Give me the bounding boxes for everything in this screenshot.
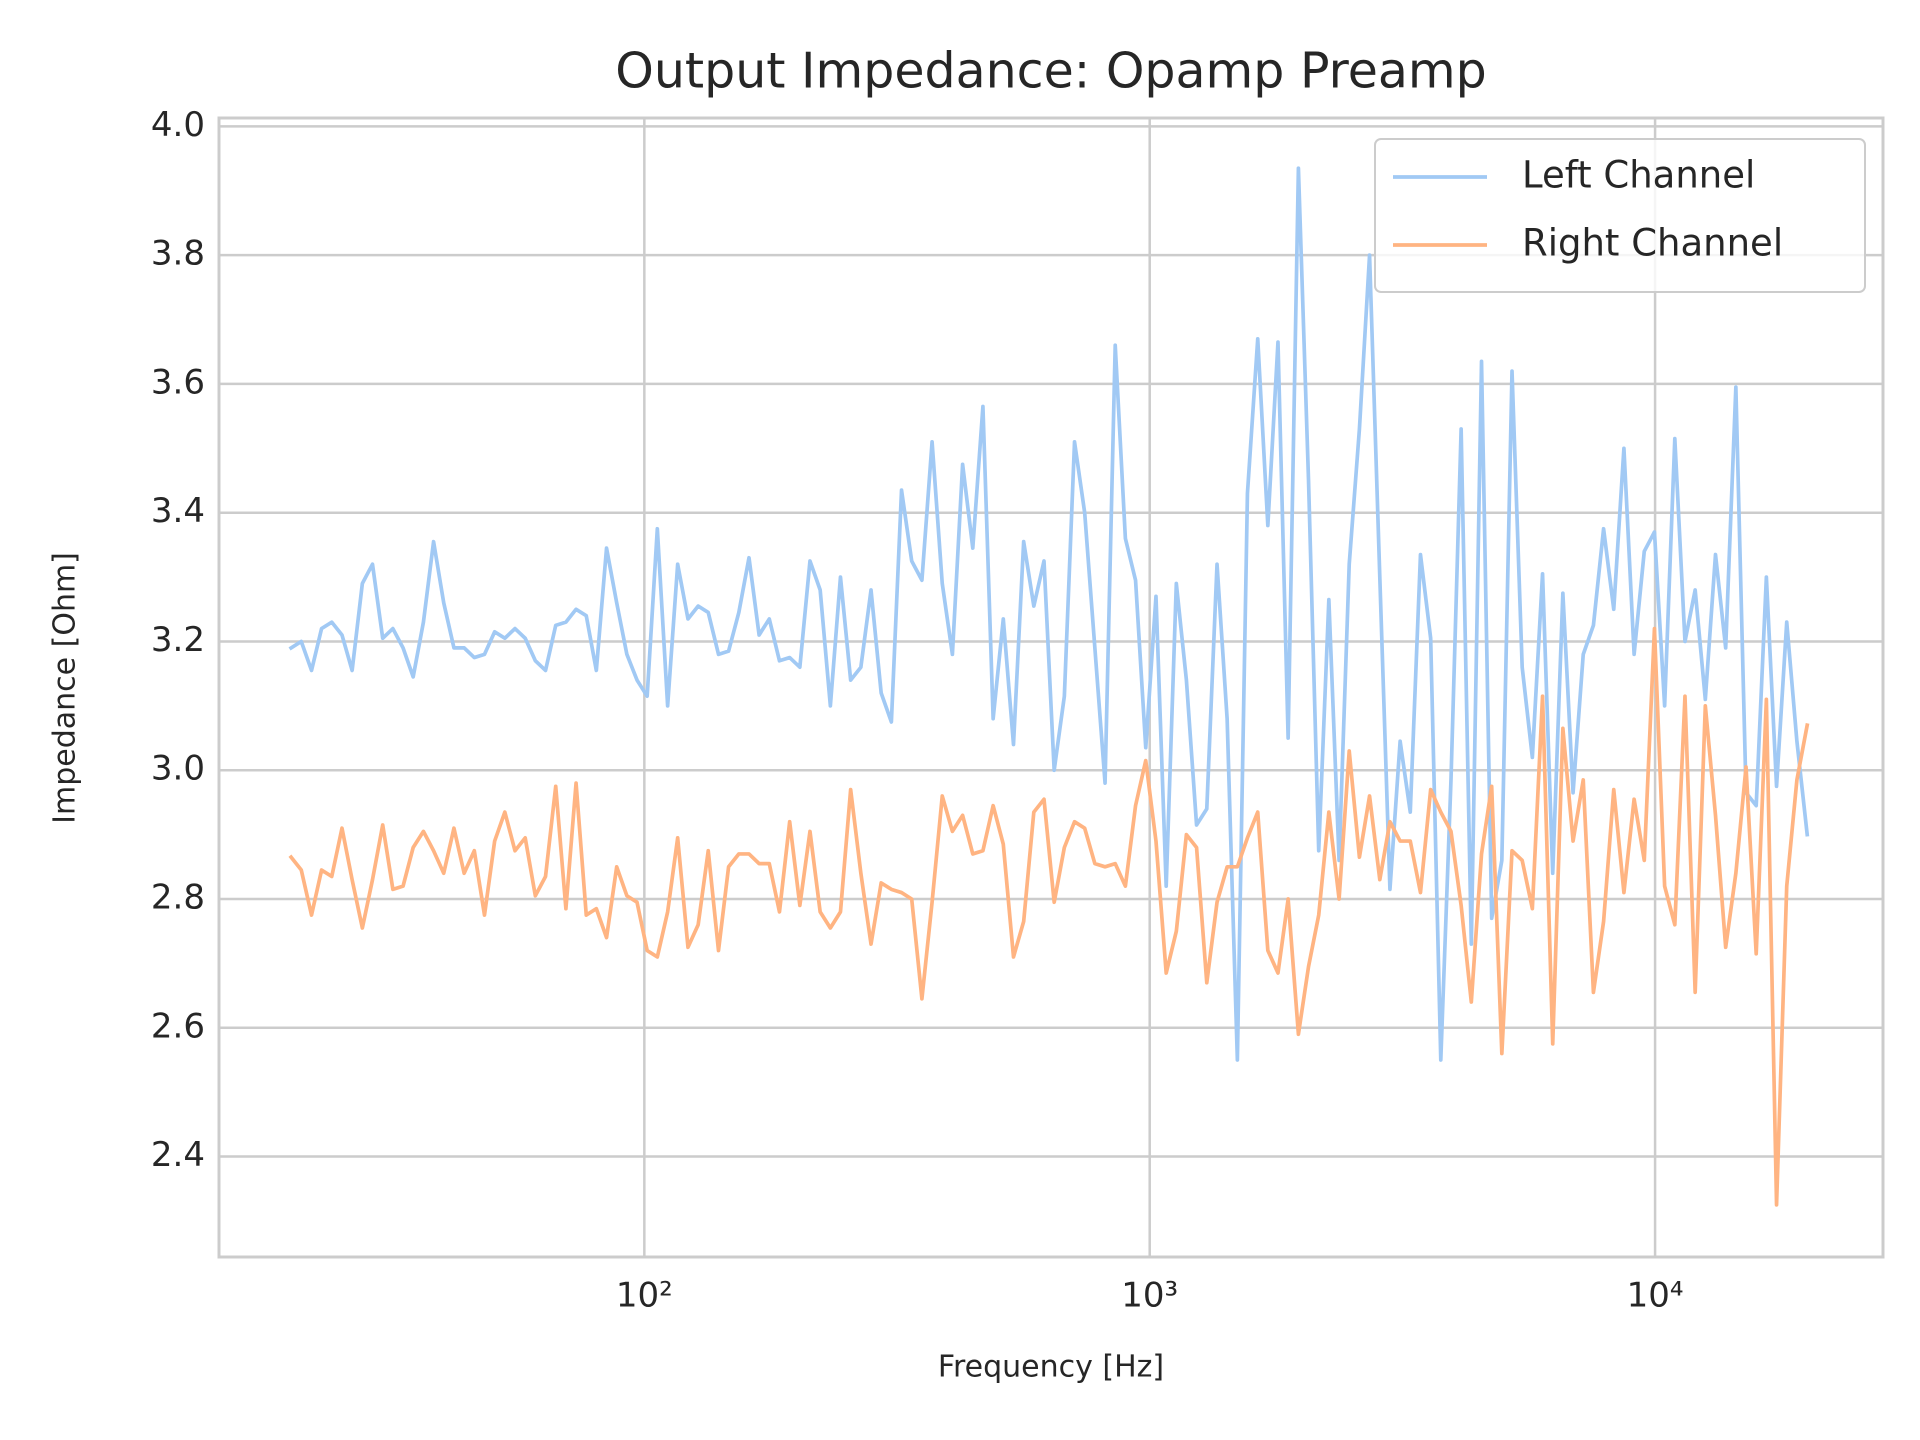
y-tick-label: 3.0 bbox=[151, 749, 205, 789]
legend-box bbox=[1374, 138, 1866, 293]
y-tick-label: 2.6 bbox=[151, 1006, 205, 1046]
legend-label: Left Channel bbox=[1522, 154, 1755, 197]
y-tick-label: 3.8 bbox=[151, 234, 205, 274]
chart-title: Output Impedance: Opamp Preamp bbox=[615, 43, 1486, 100]
legend: Left Channel Right Channel bbox=[1374, 138, 1866, 293]
x-axis-label: Frequency [Hz] bbox=[938, 1350, 1164, 1385]
y-tick-label: 2.8 bbox=[151, 878, 205, 918]
plot-frame bbox=[217, 116, 1885, 1259]
x-tick-label: 10⁴ bbox=[1627, 1276, 1684, 1316]
y-tick-label: 3.4 bbox=[151, 491, 205, 531]
x-tick-label: 10² bbox=[616, 1276, 673, 1316]
series-line bbox=[288, 166, 1810, 1062]
y-axis-label: Impedance [Ohm] bbox=[48, 552, 83, 824]
series-line bbox=[288, 626, 1810, 1207]
y-tick-label: 2.4 bbox=[151, 1135, 205, 1175]
legend-label: Right Channel bbox=[1522, 222, 1783, 265]
y-tick-label: 3.6 bbox=[151, 362, 205, 402]
y-tick-label: 3.2 bbox=[151, 620, 205, 660]
y-tick-label: 4.0 bbox=[151, 105, 205, 145]
x-tick-label: 10³ bbox=[1121, 1276, 1178, 1316]
